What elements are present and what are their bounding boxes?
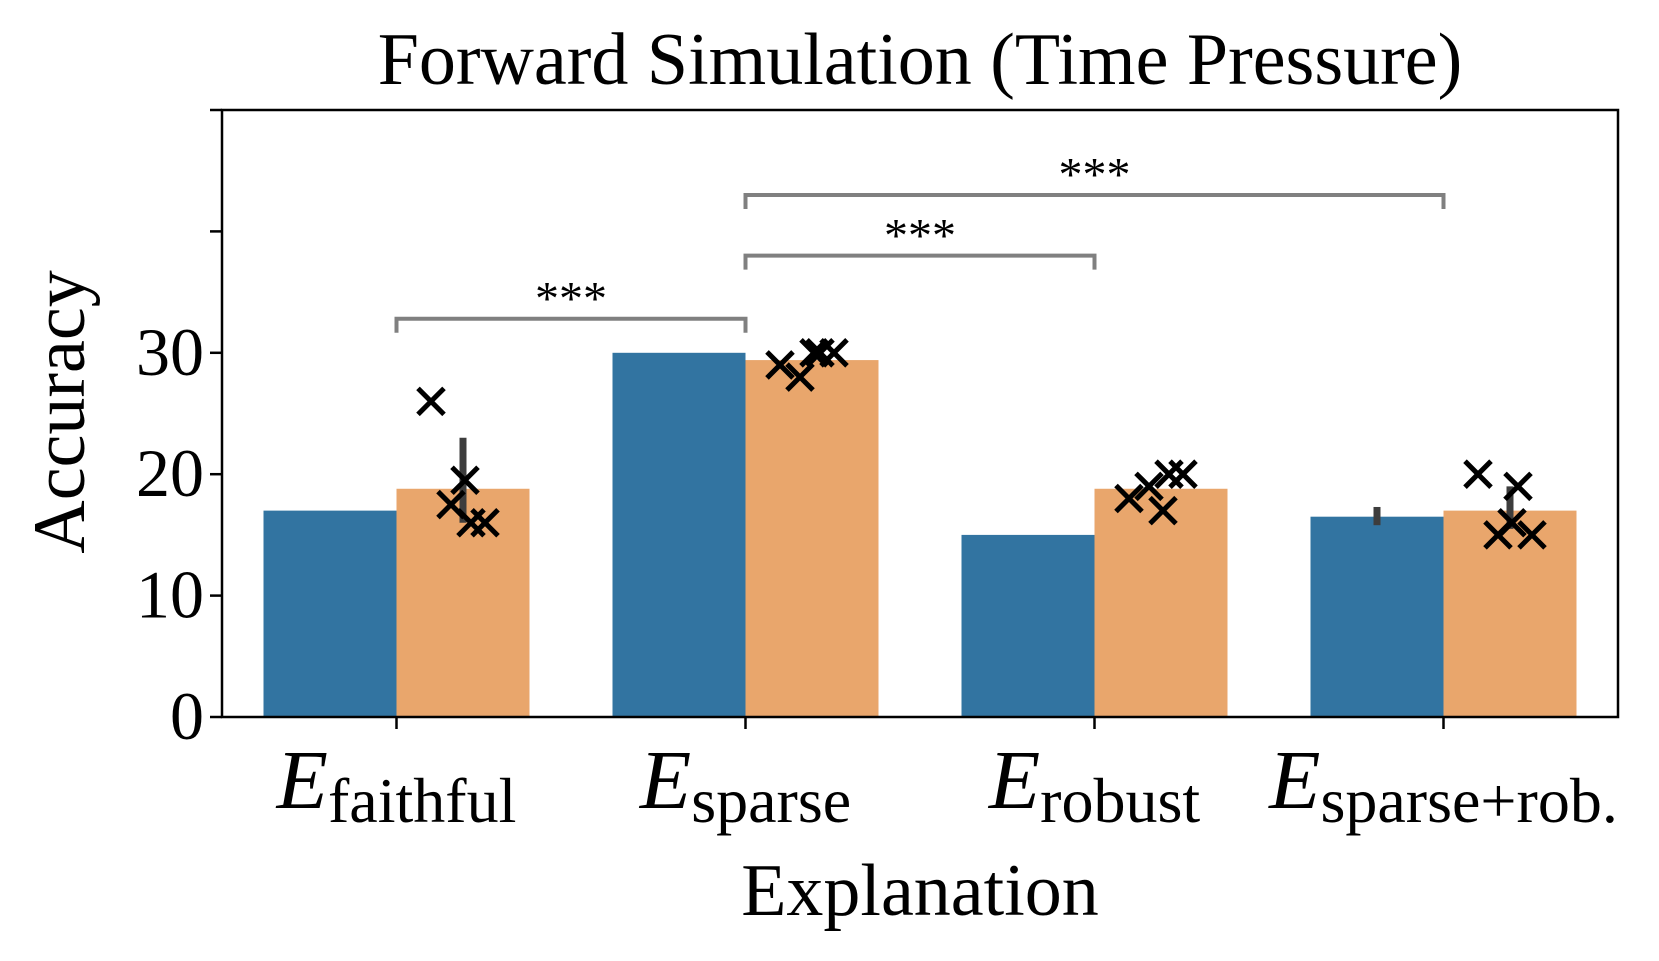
data-point-marker — [1114, 483, 1144, 514]
significance-bracket — [743, 253, 1097, 270]
data-point-marker — [765, 350, 795, 380]
data-point-marker — [416, 386, 446, 417]
data-point-marker — [1483, 520, 1513, 550]
plot-area: 0 10 20 30 Efaithful Esparse Erobust Esparse+ro… — [136, 108, 1620, 836]
y-axis-label: Accuracy — [19, 270, 101, 553]
bar — [1094, 488, 1228, 717]
significance-bracket — [743, 192, 1446, 209]
plot-frame — [220, 108, 1620, 719]
significance-label: *** — [884, 209, 956, 262]
bar — [1310, 516, 1444, 717]
data-point-marker — [1154, 459, 1184, 489]
data-point-marker — [785, 362, 815, 392]
significance-label: *** — [535, 273, 607, 326]
data-point-marker — [805, 338, 835, 368]
data-point-marker — [1168, 459, 1198, 489]
data-point-marker — [1463, 459, 1493, 489]
x-tick-label: Esparse — [639, 734, 851, 836]
bar — [263, 510, 397, 717]
bar — [612, 352, 746, 717]
y-tick-label: 20 — [136, 435, 204, 511]
bar — [396, 488, 530, 717]
x-tick-label: Erobust — [988, 734, 1201, 836]
data-point-marker — [1503, 471, 1533, 502]
bar — [961, 534, 1095, 717]
data-point-marker — [450, 465, 480, 496]
data-point-marker — [456, 507, 486, 538]
bar — [745, 360, 879, 717]
x-axis-label: Explanation — [741, 850, 1099, 932]
y-tick-label: 10 — [136, 557, 204, 633]
x-tick-label: Efaithful — [276, 734, 517, 836]
bar — [1443, 510, 1577, 717]
y-tick-label: 0 — [170, 678, 204, 754]
chart-title: Forward Simulation (Time Pressure) — [378, 19, 1463, 101]
data-point-marker — [1134, 471, 1164, 502]
significance-bracket — [394, 316, 748, 333]
data-point-marker — [1148, 495, 1178, 526]
significance-label: *** — [1059, 149, 1131, 202]
x-tick-label: Esparse+rob. — [1268, 734, 1618, 836]
data-point-marker — [1517, 520, 1547, 550]
y-tick-label: 30 — [136, 314, 204, 390]
